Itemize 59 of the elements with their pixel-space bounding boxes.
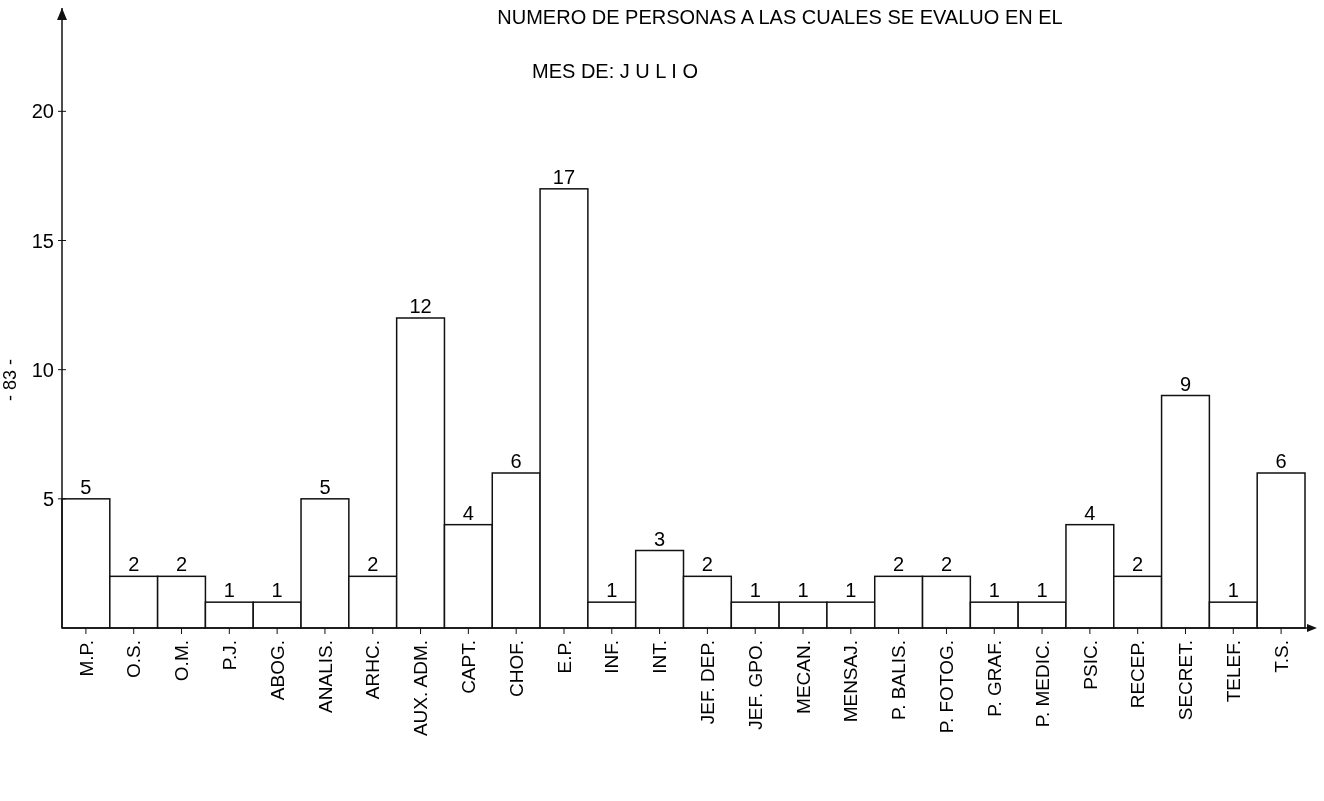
data-label: 12	[409, 295, 432, 317]
data-label: 3	[654, 527, 666, 550]
data-label: 5	[80, 475, 92, 498]
data-label: 2	[893, 553, 905, 576]
y-tick-label: 10	[31, 358, 54, 381]
x-tick-label: JEF. DEP.	[697, 640, 719, 725]
data-label: 1	[1036, 579, 1048, 602]
x-tick-label: O.M.	[171, 640, 193, 682]
data-label: 17	[552, 165, 576, 188]
x-tick-label: ABOG.	[266, 640, 288, 701]
x-tick-label: PSIC.	[1079, 640, 1101, 690]
data-label: 6	[1275, 450, 1287, 472]
data-label: 1	[223, 579, 235, 602]
data-label: 2	[1132, 553, 1144, 576]
data-label: 2	[175, 553, 188, 576]
data-label: 1	[606, 579, 618, 602]
x-tick-label: INF.	[601, 640, 623, 674]
data-label: 2	[940, 553, 952, 576]
x-tick-label: M.P.	[75, 640, 97, 677]
x-tick-label: O.S.	[123, 640, 145, 679]
x-tick-label: CHOF.	[505, 640, 527, 697]
x-tick-label: T.S.	[1270, 640, 1292, 673]
x-tick-label: AUX. ADM.	[410, 640, 432, 737]
data-label: 4	[462, 501, 474, 524]
x-tick-label: P.J.	[218, 640, 240, 671]
x-tick-label: P. GRAF.	[983, 640, 1005, 717]
y-tick-label: 5	[42, 487, 54, 510]
data-label: 5	[319, 475, 331, 498]
x-tick-label: TELEF.	[1222, 640, 1244, 703]
x-tick-label: ARHC.	[362, 640, 384, 700]
x-tick-label: RECEP.	[1127, 640, 1149, 709]
x-tick-label: E.P.	[553, 640, 575, 674]
data-label: 1	[797, 579, 809, 602]
data-label: 2	[367, 553, 379, 576]
x-tick-label: P. FOTOG.	[936, 640, 958, 734]
text: MES DE: J U L I O	[532, 60, 698, 82]
y-tick-label: 15	[31, 229, 54, 252]
x-tick-label: INT.	[649, 640, 671, 674]
x-tick-label: SECRET.	[1175, 640, 1197, 721]
data-label: 9	[1179, 372, 1192, 395]
data-label: 1	[988, 579, 1000, 602]
data-label: 4	[1084, 501, 1096, 524]
data-label: 1	[1227, 579, 1239, 602]
x-tick-label: MECAN.	[792, 640, 814, 714]
text: - 83 -	[0, 358, 20, 402]
data-label: 2	[128, 553, 140, 576]
x-tick-label: JEF. GPO.	[744, 640, 766, 730]
x-tick-label: MENSAJ.	[840, 640, 862, 723]
data-label: 1	[845, 579, 857, 602]
data-label: 1	[749, 579, 761, 602]
data-label: 2	[701, 553, 713, 576]
x-tick-label: CAPT.	[458, 640, 480, 694]
chart-title: NUMERO DE PERSONAS A LAS CUALES SE EVALUO EN EL	[497, 6, 1063, 28]
data-label: 1	[271, 579, 283, 602]
x-tick-label: P. BALIS.	[888, 640, 910, 720]
x-tick-label: P. MEDIC.	[1031, 640, 1053, 728]
y-tick-label: 20	[31, 100, 54, 123]
x-tick-label: ANALIS.	[314, 640, 336, 713]
data-label: 6	[510, 450, 522, 472]
